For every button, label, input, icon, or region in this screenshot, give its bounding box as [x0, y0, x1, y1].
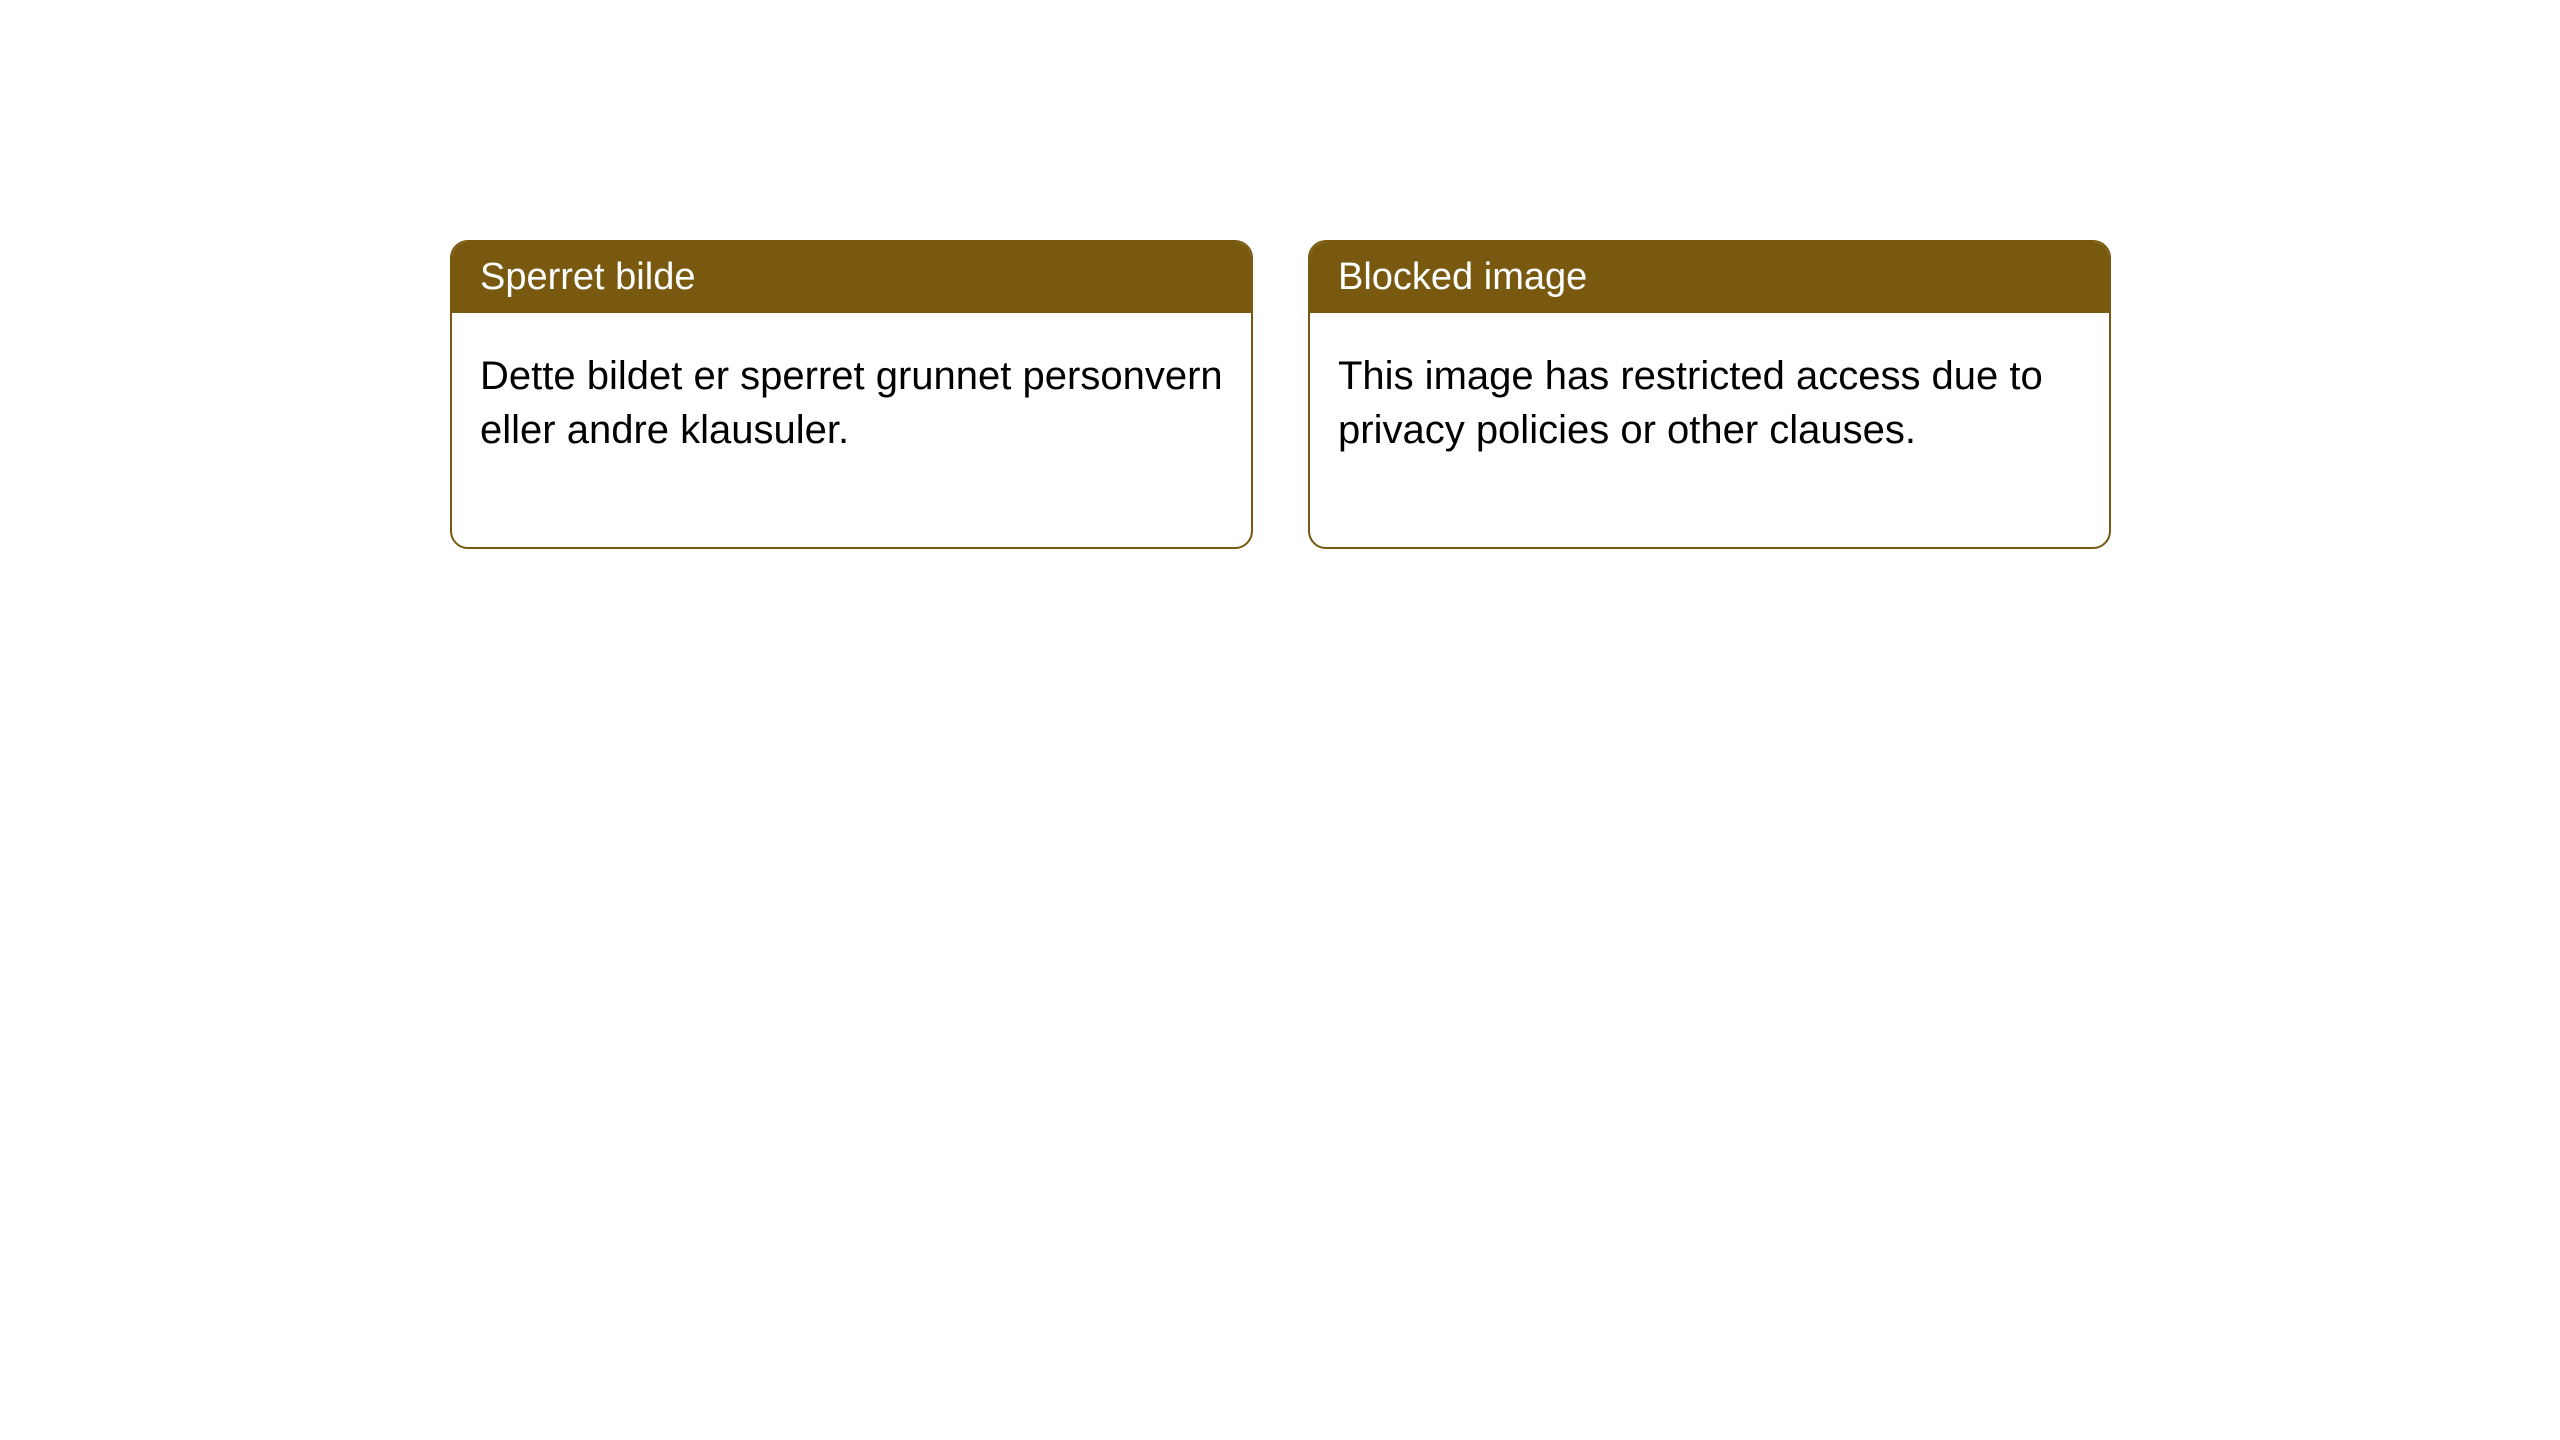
notice-card-no: Sperret bilde Dette bildet er sperret gr… — [450, 240, 1253, 549]
notice-container: Sperret bilde Dette bildet er sperret gr… — [450, 240, 2111, 549]
notice-body-no: Dette bildet er sperret grunnet personve… — [452, 313, 1251, 547]
notice-card-en: Blocked image This image has restricted … — [1308, 240, 2111, 549]
notice-body-en: This image has restricted access due to … — [1310, 313, 2109, 547]
notice-title-no: Sperret bilde — [452, 242, 1251, 313]
notice-title-en: Blocked image — [1310, 242, 2109, 313]
